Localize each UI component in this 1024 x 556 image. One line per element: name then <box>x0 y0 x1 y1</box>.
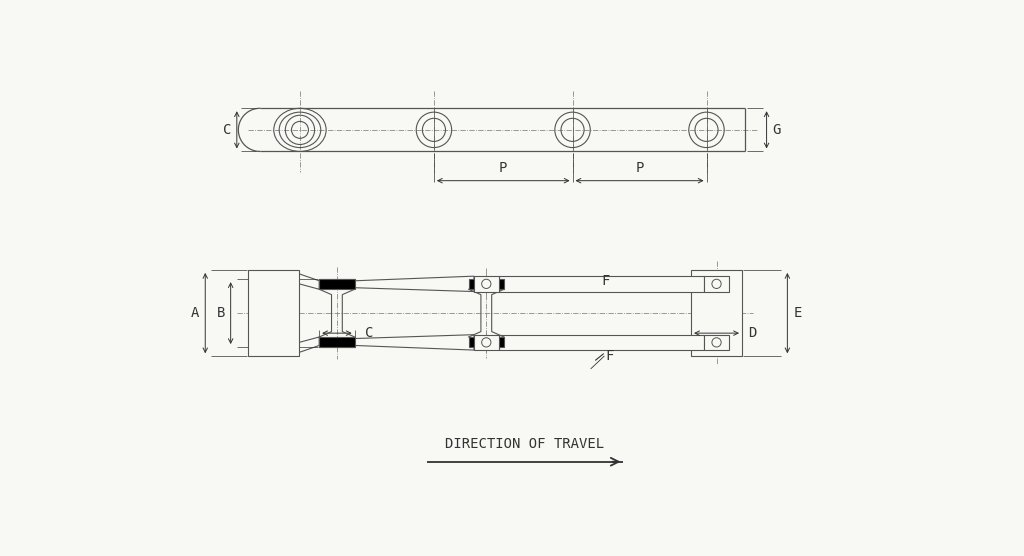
Polygon shape <box>354 335 474 350</box>
Text: P: P <box>635 161 644 175</box>
Bar <box>474 276 499 291</box>
Bar <box>249 270 299 356</box>
Bar <box>319 337 354 347</box>
Bar <box>469 337 504 347</box>
Text: G: G <box>772 123 780 137</box>
Text: C: C <box>222 123 231 137</box>
Text: D: D <box>749 326 757 340</box>
Text: DIRECTION OF TRAVEL: DIRECTION OF TRAVEL <box>445 437 604 451</box>
Polygon shape <box>354 276 474 291</box>
Bar <box>691 270 742 356</box>
Polygon shape <box>299 274 319 289</box>
Bar <box>705 276 729 291</box>
Polygon shape <box>499 276 705 291</box>
Text: A: A <box>191 306 200 320</box>
Polygon shape <box>499 335 705 350</box>
Bar <box>474 335 499 350</box>
Text: B: B <box>216 306 225 320</box>
Bar <box>469 279 504 289</box>
Polygon shape <box>299 337 319 353</box>
Text: C: C <box>366 326 374 340</box>
Text: F: F <box>602 274 610 288</box>
Text: F: F <box>605 349 613 363</box>
Bar <box>705 335 729 350</box>
Text: E: E <box>794 306 802 320</box>
Bar <box>319 279 354 289</box>
Text: P: P <box>499 161 508 175</box>
